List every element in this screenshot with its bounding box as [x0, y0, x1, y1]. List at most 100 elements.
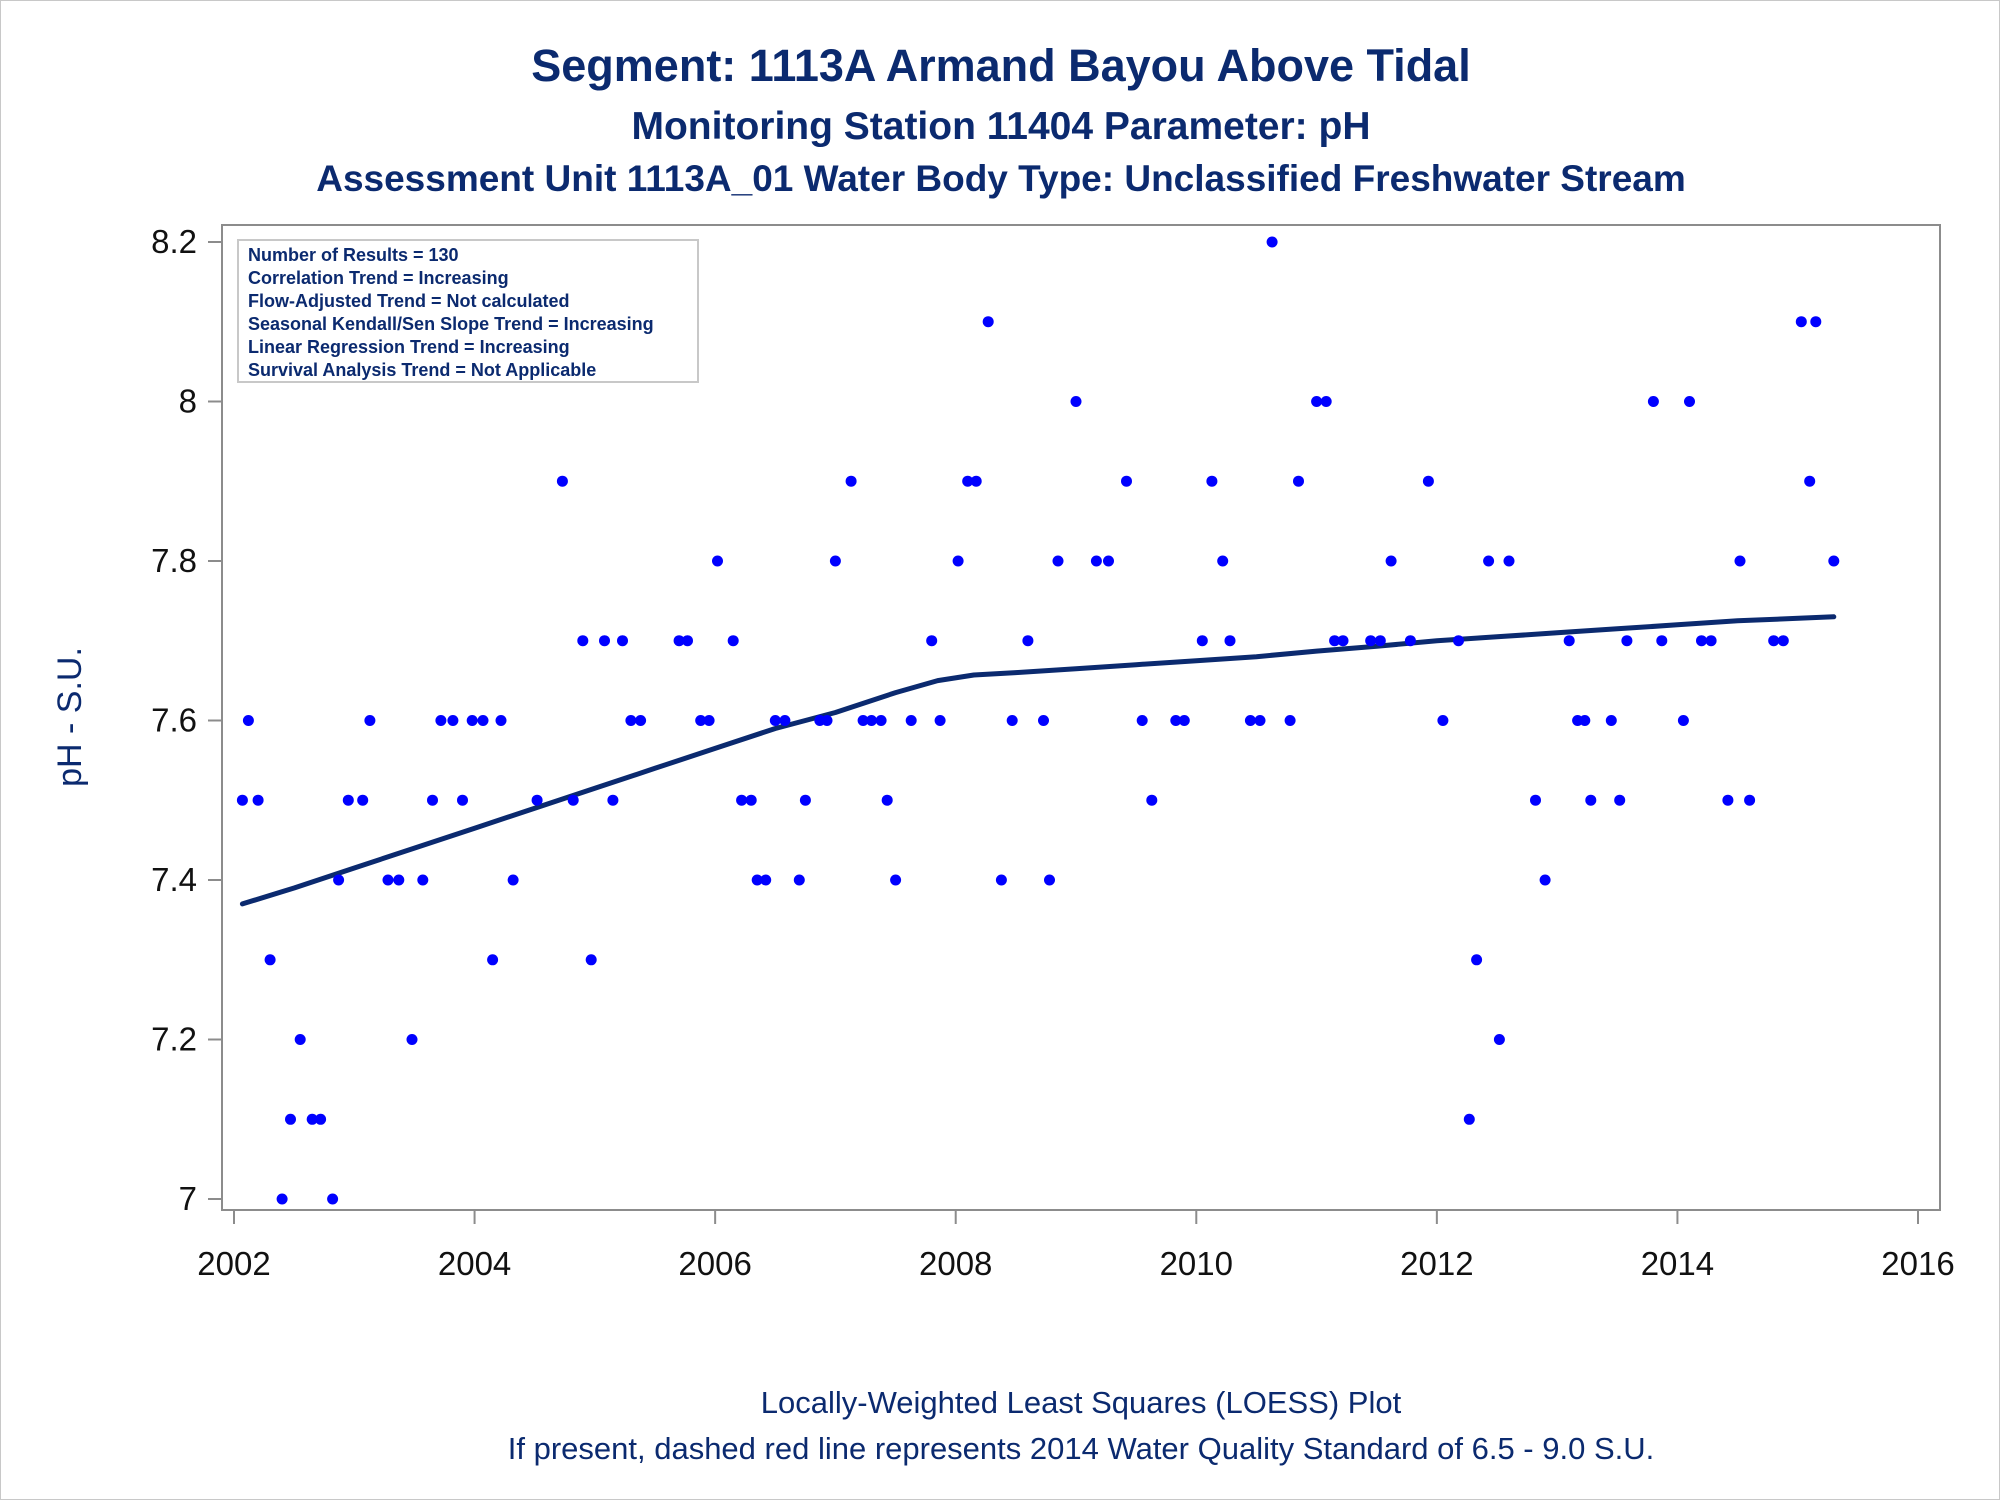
data-point: [1329, 635, 1341, 647]
stats-box-border: [237, 239, 699, 383]
data-point: [875, 715, 887, 726]
data-point: [866, 715, 877, 726]
data-point: [1828, 555, 1840, 567]
data-point: [1539, 874, 1551, 886]
data-point: [357, 794, 369, 806]
data-point: [252, 794, 264, 806]
data-point: [306, 1113, 318, 1125]
data-point: [1614, 794, 1626, 806]
data-point: [857, 715, 869, 726]
data-point: [333, 874, 345, 886]
data-point: [1437, 715, 1449, 726]
data-point: [531, 794, 543, 806]
data-point: [607, 794, 619, 806]
data-point: [1070, 396, 1082, 407]
data-point: [1777, 635, 1789, 647]
data-point: [1744, 794, 1756, 806]
plot-area: [221, 224, 1941, 1211]
data-point: [905, 715, 917, 726]
data-point: [1677, 715, 1689, 726]
data-point: [712, 555, 723, 567]
data-point: [1022, 635, 1034, 647]
data-point: [1170, 715, 1182, 726]
data-point: [1311, 396, 1323, 407]
x-tick-label: 2012: [1400, 1245, 1473, 1282]
chart-title: Segment: 1113A Armand Bayou Above Tidal: [531, 40, 1470, 91]
data-point: [406, 1034, 418, 1045]
stats-line-correlation: Correlation Trend = Increasing: [248, 268, 509, 288]
data-point: [1224, 635, 1236, 647]
data-point: [881, 794, 893, 806]
data-point: [1503, 555, 1515, 567]
data-point: [962, 475, 974, 487]
data-point: [1493, 1034, 1505, 1045]
data-point: [1768, 635, 1780, 647]
data-point: [769, 715, 781, 726]
y-tick-label: 8.2: [151, 223, 197, 260]
data-point: [1404, 635, 1416, 647]
data-point: [264, 954, 276, 966]
stats-box: Number of Results = 130 Correlation Tren…: [237, 239, 699, 383]
chart-subtitle: Monitoring Station 11404 Parameter: pH: [631, 105, 1370, 148]
data-point: [294, 1034, 306, 1045]
data-point: [487, 954, 499, 966]
data-point: [779, 715, 791, 726]
x-tick-label: 2010: [1160, 1245, 1233, 1282]
data-point: [447, 715, 459, 726]
data-point: [736, 794, 748, 806]
data-point: [457, 794, 468, 806]
data-point: [1337, 635, 1349, 647]
data-point: [1804, 475, 1816, 487]
data-point: [890, 874, 902, 886]
data-point: [1103, 555, 1114, 567]
data-point: [926, 635, 938, 647]
x-tick-label: 2004: [438, 1245, 511, 1282]
stats-line-results: Number of Results = 130: [248, 245, 459, 265]
data-point: [1178, 715, 1190, 726]
data-point: [1121, 475, 1132, 487]
loess-layer: [239, 614, 1837, 907]
y-tick-label: 7.6: [151, 702, 197, 739]
data-point: [625, 715, 637, 726]
data-point: [417, 874, 429, 886]
data-point: [995, 874, 1007, 886]
data-point: [1605, 715, 1617, 726]
x-tick-label: 2002: [197, 1245, 270, 1282]
x-tick-label: 2008: [919, 1245, 992, 1282]
x-axis: 2002 2004 2006 2008 2010 2012 2014 2016: [197, 1210, 1955, 1282]
data-point: [1579, 715, 1591, 726]
data-point: [1146, 794, 1158, 806]
y-tick-label: 8: [179, 383, 197, 420]
data-point: [1722, 794, 1734, 806]
data-point: [1621, 635, 1633, 647]
data-point: [315, 1113, 327, 1125]
data-point: [1696, 635, 1707, 647]
data-point: [1038, 715, 1049, 726]
data-point: [635, 715, 647, 726]
data-point: [1254, 715, 1266, 726]
data-point: [427, 794, 438, 806]
data-point: [845, 475, 857, 487]
data-point: [1647, 396, 1659, 407]
data-point: [1463, 1113, 1475, 1125]
footnote-standard: If present, dashed red line represents 2…: [508, 1431, 1655, 1466]
data-point: [1136, 715, 1148, 726]
data-point: [982, 316, 994, 328]
chart-subtitle-2: Assessment Unit 1113A_01 Water Body Type…: [316, 158, 1686, 199]
data-point: [477, 715, 489, 726]
data-point: [1052, 555, 1064, 567]
data-point: [1266, 236, 1278, 248]
data-point: [1206, 475, 1218, 487]
data-point: [1705, 635, 1717, 647]
data-point: [364, 715, 376, 726]
data-point: [1563, 635, 1575, 647]
data-point: [1530, 794, 1541, 806]
data-point: [327, 1193, 339, 1205]
data-point: [793, 874, 805, 886]
data-point: [599, 635, 610, 647]
stats-line-survival: Survival Analysis Trend = Not Applicable: [248, 360, 596, 380]
data-point: [276, 1193, 288, 1205]
data-point: [1374, 635, 1386, 647]
y-tick-label: 7: [179, 1180, 197, 1217]
